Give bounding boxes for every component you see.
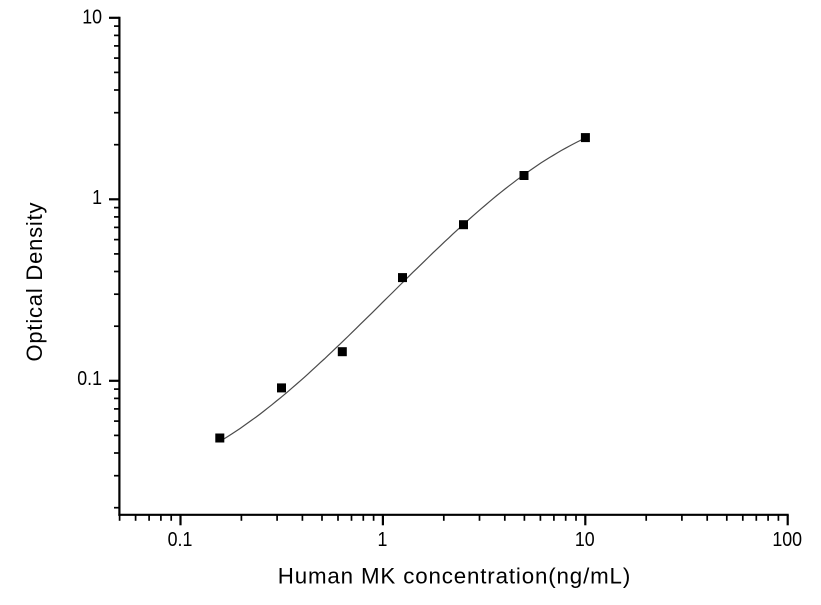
- svg-text:10: 10: [575, 529, 595, 551]
- svg-text:Human MK concentration(ng/mL): Human MK concentration(ng/mL): [278, 563, 631, 588]
- svg-text:10: 10: [82, 7, 102, 29]
- svg-text:1: 1: [92, 187, 102, 209]
- svg-text:1: 1: [377, 529, 387, 551]
- svg-text:0.1: 0.1: [168, 529, 193, 551]
- svg-text:100: 100: [772, 529, 802, 551]
- svg-text:Optical Density: Optical Density: [22, 203, 47, 362]
- svg-text:0.1: 0.1: [77, 368, 102, 390]
